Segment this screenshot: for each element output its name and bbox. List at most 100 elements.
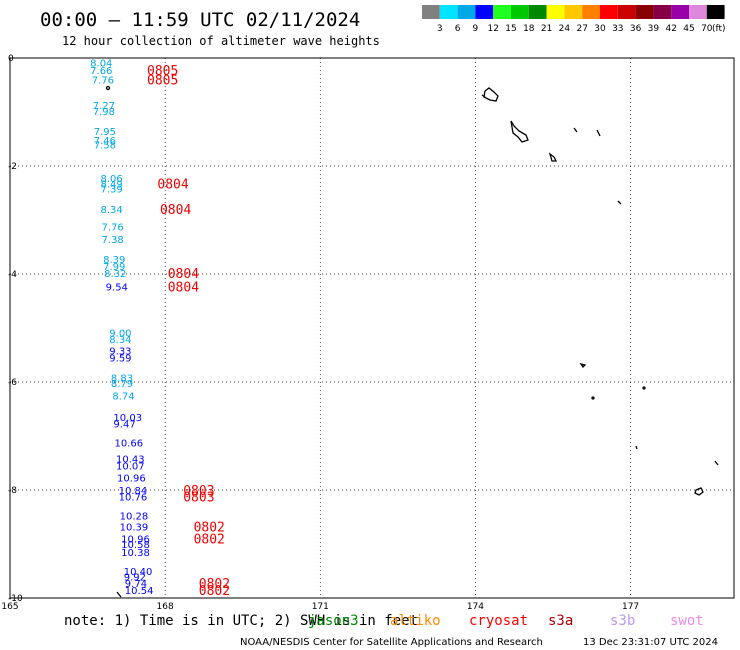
legend-tick-label: 39 (648, 24, 660, 34)
island (483, 87, 499, 102)
pass-date-label: 0804 (160, 203, 191, 218)
pass-date-label: 0803 (183, 484, 214, 499)
wave-height-label: 10.54 (125, 586, 154, 597)
wave-height-label: 7.66 (90, 66, 112, 77)
wave-height-label: 8.34 (101, 205, 123, 216)
x-tick-label: 174 (467, 602, 484, 612)
wave-height-label: 10.28 (120, 511, 149, 522)
wave-height-label: 7.76 (92, 76, 114, 87)
y-tick-label: -6 (8, 378, 17, 388)
wave-height-label: 8.74 (112, 392, 134, 403)
y-tick-label: -2 (8, 162, 17, 172)
legend-tick-label: 70 (701, 24, 713, 34)
legend-tick-label: 45 (683, 24, 694, 34)
legend-tick-label: 15 (505, 24, 516, 34)
wave-height-label: 10.39 (120, 523, 149, 534)
satellite-s3b: s3b (610, 613, 635, 629)
wave-height-label: 7.95 (94, 127, 116, 138)
island (573, 127, 578, 133)
island (714, 460, 719, 466)
island (591, 396, 595, 400)
y-tick-label: -4 (8, 270, 17, 280)
wave-height-label: 7.58 (94, 140, 116, 151)
pass-date-label: 0802 (199, 577, 230, 592)
legend-swatch (617, 5, 636, 19)
legend-tick-label: 42 (665, 24, 676, 34)
legend-swatch (653, 5, 672, 19)
island (642, 386, 646, 390)
legend-tick-label: 33 (612, 24, 623, 34)
wave-height-label: 8.49 (101, 179, 123, 190)
wave-height-label: 9.74 (125, 579, 147, 590)
wave-height-label: 7.76 (102, 222, 124, 233)
wave-height-label: 7.98 (93, 107, 115, 118)
legend-swatch (706, 5, 725, 19)
footer-note: note: 1) Time is in UTC; 2) SWH is in fe… (64, 613, 418, 629)
wave-height-label: 8.32 (104, 269, 126, 280)
pass-date-label: 0802 (194, 533, 225, 548)
wave-height-label: 10.96 (121, 535, 150, 546)
legend-swatch (511, 5, 529, 19)
legend-swatch (493, 5, 511, 19)
wave-height-label: 8.06 (101, 174, 123, 185)
wave-height-label: 10.96 (117, 474, 146, 485)
satellite-legend: jason3 altiko cryosat s3a s3b swot (308, 613, 704, 629)
legend-tick-label: 9 (473, 24, 479, 34)
satellite-cryosat: cryosat (469, 613, 528, 629)
longitude-axis: 165 168 171 174 177 (1, 602, 639, 612)
x-tick-label: 165 (1, 602, 18, 612)
wave-height-label: 7.99 (103, 262, 125, 273)
page-subtitle: 12 hour collection of altimeter wave hei… (62, 34, 380, 48)
legend-tick-label: 30 (594, 24, 606, 34)
pass-date-label: 0802 (194, 521, 225, 536)
wave-height-label: 10.58 (121, 540, 150, 551)
island (116, 591, 122, 598)
legend-tick-label: 6 (455, 24, 461, 34)
legend-tick-label: 36 (630, 24, 642, 34)
legend-tick-label: 24 (559, 24, 571, 34)
wave-height-label: 8.34 (109, 335, 131, 346)
pass-date-label: 0804 (168, 267, 199, 282)
legend-swatch (582, 5, 600, 19)
pass-date-label: 0804 (168, 280, 199, 295)
wave-height-label: 10.40 (124, 567, 153, 578)
island (481, 94, 486, 98)
wave-height-label: 10.03 (113, 413, 142, 424)
x-tick-label: 168 (157, 602, 174, 612)
wave-height-label: 7.38 (102, 235, 124, 246)
wave-height-label: 10.84 (119, 486, 148, 497)
legend-unit: (ft) (712, 24, 726, 34)
legend-swatch (635, 5, 654, 19)
island (694, 487, 704, 496)
wave-height-label: 9.00 (109, 328, 131, 339)
satellite-s3a: s3a (548, 613, 573, 629)
legend-tick-label: 27 (576, 24, 587, 34)
credit-text: NOAA/NESDIS Center for Satellite Applica… (240, 637, 543, 648)
legend-swatch (671, 5, 689, 19)
satellite-swot: swot (670, 613, 704, 629)
satellite-jason3: jason3 (308, 613, 359, 629)
island (105, 85, 111, 91)
wave-height-label: 9.54 (106, 282, 128, 293)
wave-height-label: 10.43 (116, 455, 145, 466)
legend-tick-label: 18 (523, 24, 535, 34)
latitude-axis: 0 -2 -4 -6 -8 -10 (8, 54, 23, 604)
graticule (10, 58, 734, 598)
map-frame (9, 57, 735, 599)
legend-tick-label: 3 (437, 24, 443, 34)
wave-height-label: 9.92 (124, 572, 146, 583)
island (596, 129, 601, 137)
island (635, 445, 638, 450)
legend-swatch (439, 5, 458, 19)
wave-height-label: 10.76 (119, 492, 148, 503)
wave-height-legend: 3 6 9 12 15 18 21 24 27 30 33 36 39 42 45 70 (422, 5, 725, 34)
island (548, 152, 558, 162)
wave-height-label: 8.04 (90, 58, 112, 69)
y-tick-label: -8 (8, 486, 17, 496)
legend-tick-label: 21 (541, 24, 552, 34)
legend-swatch (475, 5, 494, 19)
pass-date-label: 0804 (157, 177, 188, 192)
island-outlines (105, 85, 719, 598)
wave-height-label: 7.46 (94, 136, 116, 147)
y-tick-label: -10 (8, 594, 23, 604)
